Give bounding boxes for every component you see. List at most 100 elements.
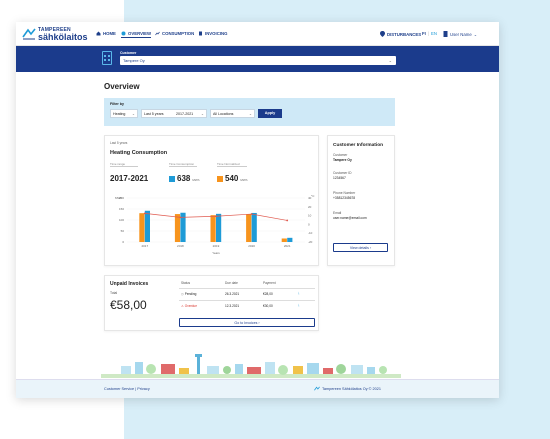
heating-title: Heating Consumption bbox=[110, 150, 168, 156]
filter-panel: Filter by Heating ⌄ Last 5 years 2017-20… bbox=[104, 98, 395, 126]
stat-consumption-label: Time Consumption bbox=[169, 162, 197, 167]
app-window: TAMPEREEN sähkölaitos Home Overview Cons… bbox=[16, 22, 499, 398]
filter-period-value: Last 5 years bbox=[144, 112, 164, 116]
table-divider bbox=[179, 300, 315, 301]
building-icon bbox=[443, 31, 448, 37]
stat-time-range-label: Time range bbox=[110, 162, 138, 167]
chart-bar bbox=[144, 210, 150, 242]
customer-select-label: Customer bbox=[120, 51, 137, 55]
x-tick-label: 2021 bbox=[284, 244, 291, 248]
nav-invoicing[interactable]: Invoicing bbox=[198, 31, 227, 36]
clock-icon: ◷ bbox=[181, 292, 184, 296]
y2-tick-label: -20 bbox=[308, 240, 313, 244]
unpaid-total-label: Total bbox=[110, 291, 118, 295]
footer-links[interactable]: Customer Service | Privacy bbox=[104, 387, 150, 391]
email-value: user.name@email.com bbox=[333, 216, 367, 220]
footer-logo-icon bbox=[314, 386, 320, 391]
normalized-swatch bbox=[217, 175, 223, 182]
y-tick-label: 100 bbox=[119, 218, 124, 222]
heating-consumption-card: Last 5 years Heating Consumption Time ra… bbox=[104, 135, 319, 266]
lang-fi[interactable]: FI bbox=[422, 31, 426, 36]
building-windows-icon bbox=[104, 55, 110, 61]
invoice-row-status: ◷ Pending bbox=[181, 292, 196, 296]
filter-range-value: 2017-2021 bbox=[176, 112, 194, 116]
download-icon[interactable]: ⤓ bbox=[298, 303, 300, 307]
chart-bar bbox=[246, 214, 252, 242]
email-label: Email bbox=[333, 211, 342, 215]
y2-tick-label: 40 bbox=[308, 196, 312, 200]
nav-consumption-label: Consumption bbox=[162, 31, 195, 36]
nav-consumption[interactable]: Consumption bbox=[155, 31, 194, 36]
x-tick-label: 2020 bbox=[248, 244, 255, 248]
customer-select-value: Tampere Oy bbox=[123, 58, 145, 64]
y2-tick-label: 0 bbox=[308, 222, 310, 226]
view-details-button[interactable]: View details › bbox=[333, 243, 388, 252]
y-tick-label: 0 bbox=[122, 240, 124, 244]
chart-bar bbox=[281, 238, 287, 242]
home-icon bbox=[96, 31, 101, 36]
document-icon bbox=[199, 31, 202, 36]
chart-bar bbox=[216, 213, 222, 242]
chart-line-point bbox=[143, 212, 146, 215]
nav-home[interactable]: Home bbox=[96, 31, 116, 36]
warning-icon: ⚠ bbox=[181, 304, 184, 308]
stat-time-range-value: 2017-2021 bbox=[110, 174, 149, 183]
chart-line-point bbox=[286, 219, 289, 222]
customer-select[interactable]: Tampere Oy ⌄ bbox=[120, 56, 396, 65]
chevron-down-icon: ⌄ bbox=[200, 111, 204, 116]
disturbances-label: Disturbances bbox=[387, 31, 422, 37]
chevron-down-icon: ⌄ bbox=[131, 111, 135, 116]
chart-line-point bbox=[250, 213, 253, 215]
customer-id-value: 1234567 bbox=[333, 176, 346, 180]
stat-consumption-unit: MWh bbox=[192, 178, 200, 182]
filter-type-select[interactable]: Heating ⌄ bbox=[110, 109, 138, 118]
view-details-label: View details bbox=[349, 245, 369, 250]
filter-type-value: Heating bbox=[113, 112, 126, 116]
brand-bottom-text: sähkölaitos bbox=[38, 32, 88, 42]
filter-label: Filter by bbox=[110, 102, 124, 106]
chart-bar bbox=[210, 215, 216, 242]
stat-normalized-value: 540 bbox=[225, 174, 239, 183]
user-menu[interactable]: User Name ⌄ bbox=[443, 31, 477, 37]
filter-period-select[interactable]: Last 5 years 2017-2021 ⌄ bbox=[141, 109, 207, 118]
footer: Customer Service | Privacy Tampereen Säh… bbox=[16, 379, 499, 398]
y2-tick-label: 10 bbox=[308, 214, 312, 218]
chevron-right-icon: › bbox=[369, 245, 372, 250]
download-icon[interactable]: ⤓ bbox=[298, 291, 300, 295]
apply-button[interactable]: Apply bbox=[258, 109, 282, 118]
chevron-down-icon: ⌄ bbox=[388, 58, 392, 63]
location-pin-icon bbox=[380, 31, 385, 37]
x-tick-label: 2019 bbox=[213, 244, 220, 248]
chevron-down-icon: ⌄ bbox=[248, 111, 252, 116]
customer-value: Tampere Oy bbox=[333, 158, 352, 162]
gauge-icon bbox=[121, 31, 126, 36]
y2-tick-label: -10 bbox=[308, 231, 313, 235]
col-payment-header: Payment bbox=[263, 281, 276, 285]
stat-consumption: 638 MWh bbox=[169, 174, 199, 183]
x-tick-label: 2018 bbox=[177, 244, 184, 248]
nav-invoicing-label: Invoicing bbox=[205, 31, 228, 36]
x-axis-label: Years bbox=[212, 251, 220, 255]
y-tick-label: 200 bbox=[119, 196, 124, 200]
y-tick-label: 50 bbox=[121, 229, 125, 233]
disturbances-link[interactable]: Disturbances bbox=[380, 31, 421, 37]
stat-normalized-label: Time Normalized bbox=[217, 162, 247, 167]
y2-axis-label: °C bbox=[311, 194, 315, 198]
nav-overview[interactable]: Overview bbox=[121, 31, 152, 38]
brand-logo[interactable]: TAMPEREEN sähkölaitos bbox=[22, 27, 88, 43]
phone-label: Phone Number bbox=[333, 191, 356, 195]
stat-consumption-value: 638 bbox=[177, 174, 191, 183]
lang-en[interactable]: EN bbox=[430, 31, 437, 36]
chart-bar bbox=[287, 237, 293, 242]
chart-line-point bbox=[179, 216, 182, 219]
unpaid-title: Unpaid Invoices bbox=[110, 281, 149, 287]
go-to-invoices-button[interactable]: Go to Invoices › bbox=[179, 318, 315, 327]
stat-normalized: 540 MWh bbox=[217, 174, 247, 183]
invoice-row-status: ⚠ Overdue bbox=[181, 304, 197, 308]
chart-bar bbox=[174, 214, 181, 242]
chevron-down-icon: ⌄ bbox=[473, 31, 478, 37]
filter-location-select[interactable]: All Locations ⌄ bbox=[210, 109, 255, 118]
go-to-invoices-label: Go to Invoices bbox=[234, 320, 258, 325]
language-switch: FI | EN bbox=[422, 31, 437, 36]
invoice-amount: €28,00 bbox=[263, 292, 273, 296]
